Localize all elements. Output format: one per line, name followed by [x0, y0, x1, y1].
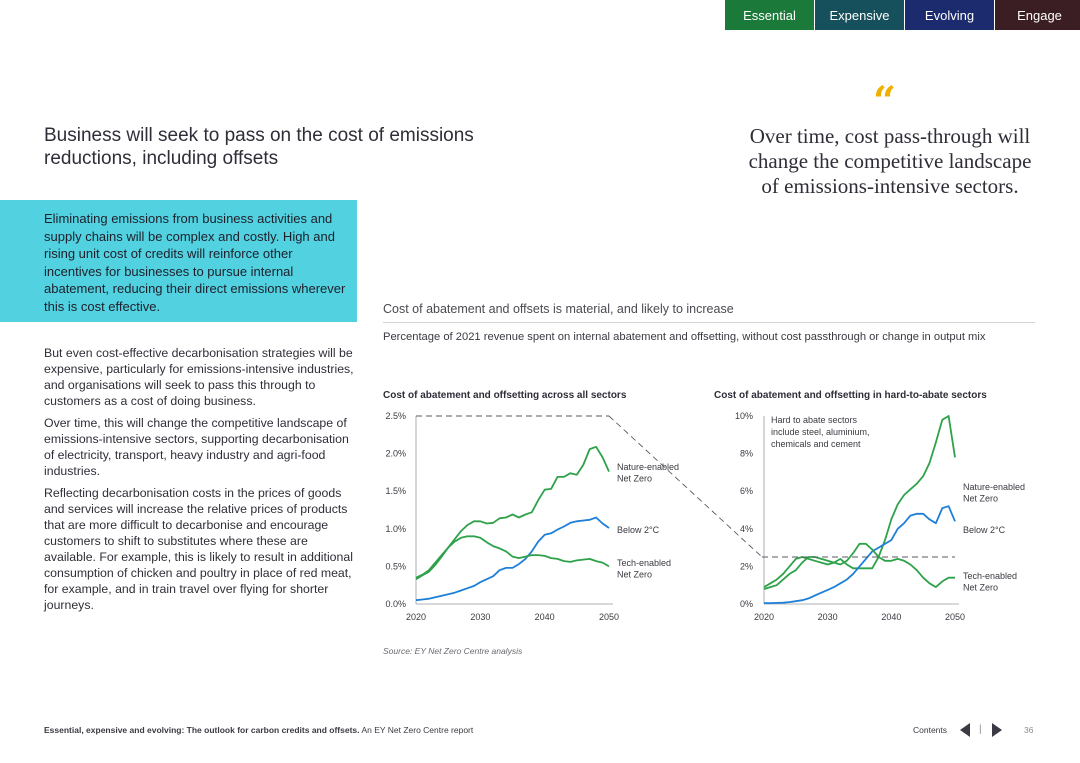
series-line: [415, 516, 610, 602]
tab-evolving[interactable]: Evolving: [905, 0, 994, 30]
tab-engage[interactable]: Engage: [995, 0, 1080, 30]
zoom-connector-line: [608, 415, 763, 558]
contents-link[interactable]: Contents: [913, 725, 948, 735]
body-paragraph: Over time, this will change the competit…: [44, 416, 349, 478]
series-label-line: Net Zero: [963, 494, 998, 504]
y-tick-label: 8%: [740, 449, 753, 459]
callout-box: Eliminating emissions from business acti…: [0, 200, 357, 322]
quote-mark-icon: “: [873, 78, 897, 125]
annotation-line: Hard to abate sectors: [771, 415, 858, 425]
x-tick-label: 2020: [406, 612, 426, 622]
series-line: [763, 415, 956, 588]
y-tick-label: 4%: [740, 524, 753, 534]
y-tick-label: 2.5%: [385, 411, 406, 421]
x-tick-label: 2030: [818, 612, 838, 622]
footer-suffix: An EY Net Zero Centre report: [361, 725, 474, 735]
y-tick-label: 0.0%: [385, 599, 406, 609]
series-line: [763, 542, 955, 590]
next-page-icon[interactable]: [992, 723, 1002, 737]
nav-separator: |: [979, 724, 982, 735]
chart-section-title: Cost of abatement and offsets is materia…: [383, 302, 734, 316]
x-tick-label: 2020: [754, 612, 774, 622]
y-tick-label: 0%: [740, 599, 753, 609]
series-label: Below 2°C: [963, 525, 1006, 535]
y-tick-label: 2%: [740, 561, 753, 571]
pull-quote: Over time, cost pass-through will change…: [748, 124, 1032, 198]
tab-expensive[interactable]: Expensive: [815, 0, 904, 30]
chart-section-subtitle: Percentage of 2021 revenue spent on inte…: [383, 331, 986, 343]
series-label: Nature-enabled Net Zero: [963, 482, 1025, 504]
chart-title: Cost of abatement and offsetting across …: [383, 390, 627, 401]
divider: [383, 322, 1035, 323]
x-tick-label: 2040: [881, 612, 901, 622]
series-label: Nature-enabled Net Zero: [617, 462, 679, 484]
y-tick-label: 0.5%: [385, 561, 406, 571]
annotation-line: include steel, aluminium,: [771, 427, 870, 437]
series-label-line: Net Zero: [617, 570, 652, 580]
series-label-line: Tech-enabled: [617, 558, 671, 568]
annotation-line: chemicals and cement: [771, 439, 861, 449]
series-label-line: Below 2°C: [963, 525, 1006, 535]
y-tick-label: 2.0%: [385, 449, 406, 459]
series-line: [764, 505, 956, 604]
section-tabs: Essential Expensive Evolving Engage: [724, 0, 1080, 30]
series-label-line: Nature-enabled: [963, 482, 1025, 492]
series-label: Tech-enabled Net Zero: [963, 571, 1017, 593]
x-tick-label: 2040: [535, 612, 555, 622]
footer-title: Essential, expensive and evolving: The o…: [44, 725, 360, 735]
body-paragraph: Reflecting decarbonisation costs in the …: [44, 486, 353, 612]
tab-essential[interactable]: Essential: [725, 0, 814, 30]
y-tick-label: 6%: [740, 486, 753, 496]
x-tick-label: 2050: [599, 612, 619, 622]
series-label: Tech-enabled Net Zero: [617, 558, 671, 580]
page-number: 36: [1024, 725, 1034, 735]
page-heading: Business will seek to pass on the cost o…: [44, 125, 474, 169]
series-label-line: Tech-enabled: [963, 571, 1017, 581]
y-tick-label: 10%: [735, 411, 753, 421]
y-tick-label: 1.0%: [385, 524, 406, 534]
series-label-line: Below 2°C: [617, 525, 660, 535]
body-text: But even cost-effective decarbonisation …: [44, 345, 354, 619]
y-tick-label: 1.5%: [385, 486, 406, 496]
previous-page-icon[interactable]: [960, 723, 970, 737]
x-tick-label: 2030: [470, 612, 490, 622]
footer: Essential, expensive and evolving: The o…: [44, 725, 473, 735]
chart-title: Cost of abatement and offsetting in hard…: [714, 390, 987, 401]
callout-text: Eliminating emissions from business acti…: [44, 211, 346, 314]
series-label-line: Net Zero: [963, 583, 998, 593]
body-paragraph: But even cost-effective decarbonisation …: [44, 346, 354, 408]
series-line: [415, 535, 610, 579]
source-note: Source: EY Net Zero Centre analysis: [383, 646, 523, 656]
series-label: Below 2°C: [617, 525, 660, 535]
x-tick-label: 2050: [945, 612, 965, 622]
series-label-line: Net Zero: [617, 474, 652, 484]
chart-annotation: Hard to abate sectors include steel, alum…: [771, 415, 870, 449]
series-label-line: Nature-enabled: [617, 462, 679, 472]
